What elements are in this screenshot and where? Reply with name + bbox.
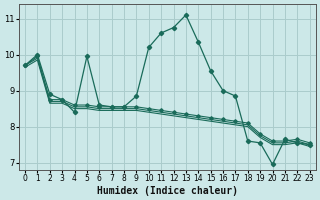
X-axis label: Humidex (Indice chaleur): Humidex (Indice chaleur) xyxy=(97,186,238,196)
